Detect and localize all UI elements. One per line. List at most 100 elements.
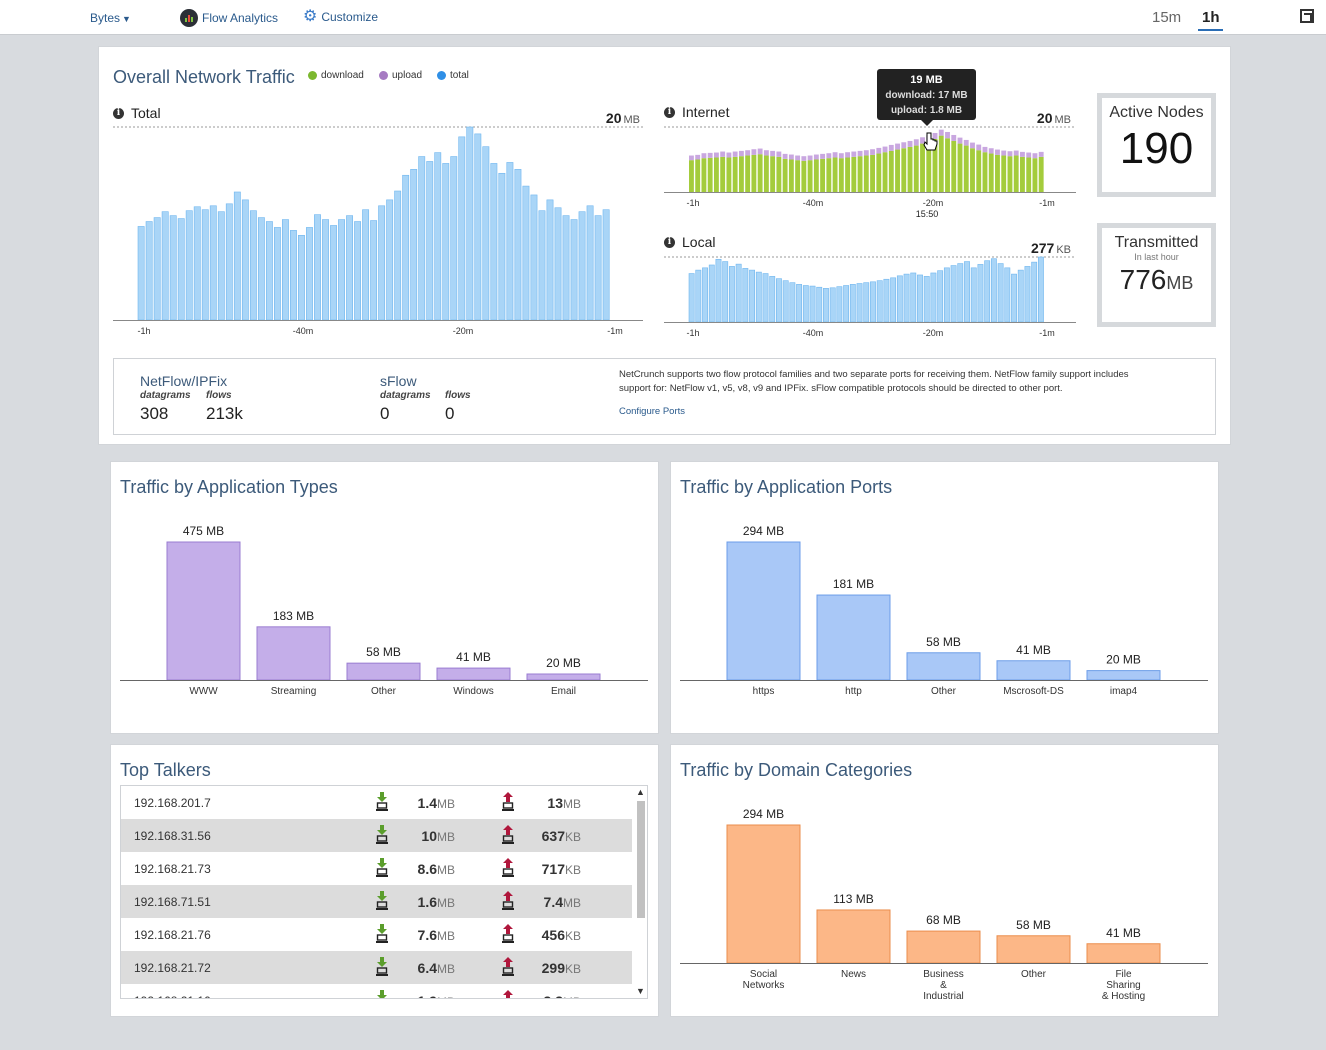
upload-bar[interactable] [838, 153, 844, 159]
download-bar[interactable] [845, 157, 851, 192]
table-row[interactable]: 192.168.21.72 6.4MB 299KB [121, 951, 632, 984]
download-bar[interactable] [995, 154, 1000, 192]
upload-bar[interactable] [932, 132, 938, 139]
download-bar[interactable] [976, 150, 982, 192]
download-bar[interactable] [820, 158, 826, 192]
download-bar[interactable] [901, 148, 907, 192]
traffic-bar[interactable] [498, 172, 506, 321]
download-bar[interactable] [770, 156, 776, 192]
download-bar[interactable] [695, 159, 701, 192]
category-bar[interactable] [726, 824, 801, 964]
traffic-bar[interactable] [1031, 261, 1038, 323]
traffic-bar[interactable] [338, 219, 345, 321]
category-bar[interactable] [166, 541, 241, 681]
traffic-bar[interactable] [910, 272, 917, 323]
traffic-bar[interactable] [241, 199, 249, 321]
traffic-bar[interactable] [957, 263, 964, 323]
upload-bar[interactable] [857, 150, 863, 157]
upload-bar[interactable] [782, 153, 788, 159]
category-bar[interactable] [816, 594, 891, 681]
traffic-bar[interactable] [322, 219, 329, 321]
traffic-bar[interactable] [990, 258, 997, 323]
download-bar[interactable] [926, 141, 932, 192]
upload-bar[interactable] [807, 155, 813, 161]
traffic-bar[interactable] [729, 266, 735, 323]
traffic-bar[interactable] [370, 220, 378, 321]
download-bar[interactable] [751, 154, 757, 192]
traffic-bar[interactable] [997, 263, 1004, 323]
category-bar[interactable] [906, 930, 981, 964]
traffic-bar[interactable] [450, 156, 458, 321]
traffic-bar[interactable] [570, 219, 578, 321]
download-bar[interactable] [863, 155, 869, 192]
upload-bar[interactable] [945, 131, 950, 139]
download-bar[interactable] [907, 146, 913, 192]
upload-bar[interactable] [763, 150, 769, 156]
upload-bar[interactable] [707, 152, 713, 158]
upload-bar[interactable] [938, 129, 944, 136]
download-bar[interactable] [888, 150, 894, 192]
upload-bar[interactable] [901, 142, 907, 149]
traffic-bar[interactable] [702, 267, 708, 323]
upload-bar[interactable] [813, 154, 819, 160]
traffic-bar[interactable] [856, 283, 863, 323]
traffic-bar[interactable] [977, 264, 984, 323]
upload-bar[interactable] [795, 155, 801, 161]
traffic-bar[interactable] [410, 169, 418, 321]
upload-bar[interactable] [870, 149, 875, 155]
traffic-bar[interactable] [896, 275, 903, 323]
traffic-bar[interactable] [984, 260, 991, 323]
upload-bar[interactable] [863, 150, 869, 156]
traffic-bar[interactable] [883, 278, 890, 323]
download-bar[interactable] [720, 156, 726, 192]
traffic-bar[interactable] [434, 152, 442, 321]
traffic-bar[interactable] [735, 263, 742, 323]
traffic-bar[interactable] [185, 210, 193, 321]
upload-bar[interactable] [951, 134, 957, 141]
traffic-bar[interactable] [225, 203, 233, 321]
traffic-bar[interactable] [769, 276, 776, 323]
traffic-bar[interactable] [169, 215, 177, 321]
download-bar[interactable] [757, 154, 763, 192]
traffic-bar[interactable] [937, 270, 944, 323]
download-bar[interactable] [738, 156, 744, 192]
download-bar[interactable] [938, 135, 944, 192]
scroll-up-icon[interactable]: ▲ [636, 787, 645, 797]
traffic-bar[interactable] [602, 209, 610, 321]
upload-bar[interactable] [895, 143, 900, 150]
table-row[interactable]: 192.168.201.7 1.4MB 13MB [121, 786, 632, 819]
upload-bar[interactable] [882, 146, 888, 153]
upload-bar[interactable] [788, 154, 794, 160]
upload-bar[interactable] [801, 156, 807, 161]
traffic-bar[interactable] [950, 265, 957, 323]
scroll-down-icon[interactable]: ▼ [636, 986, 645, 996]
traffic-bar[interactable] [755, 271, 762, 323]
category-bar[interactable] [436, 667, 511, 681]
upload-bar[interactable] [1001, 150, 1007, 156]
traffic-bar[interactable] [314, 214, 321, 321]
traffic-bar[interactable] [903, 273, 910, 323]
download-bar[interactable] [1026, 157, 1032, 192]
traffic-bar[interactable] [538, 210, 546, 321]
traffic-bar[interactable] [1037, 256, 1044, 323]
traffic-bar[interactable] [346, 215, 353, 321]
traffic-bar[interactable] [233, 191, 241, 321]
upload-bar[interactable] [995, 149, 1000, 155]
download-bar[interactable] [876, 153, 882, 192]
units-dropdown[interactable]: Bytes ▼ [90, 11, 131, 25]
download-bar[interactable] [963, 145, 969, 192]
range-1h-button[interactable]: 1h [1202, 9, 1220, 26]
table-row[interactable]: 192.168.21.101.9MB3.3MB [121, 984, 632, 998]
download-bar[interactable] [857, 156, 863, 192]
table-row[interactable]: 192.168.21.73 8.6MB 717KB [121, 852, 632, 885]
traffic-bar[interactable] [802, 285, 809, 323]
traffic-bar[interactable] [970, 267, 977, 323]
download-bar[interactable] [776, 156, 782, 192]
scroll-thumb[interactable] [637, 801, 645, 918]
upload-bar[interactable] [726, 152, 732, 158]
download-bar[interactable] [813, 159, 819, 192]
download-bar[interactable] [1038, 156, 1044, 192]
info-icon[interactable]: i [113, 107, 124, 119]
traffic-bar[interactable] [829, 287, 836, 323]
table-row[interactable]: 192.168.71.51 1.6MB 7.4MB [121, 885, 632, 918]
